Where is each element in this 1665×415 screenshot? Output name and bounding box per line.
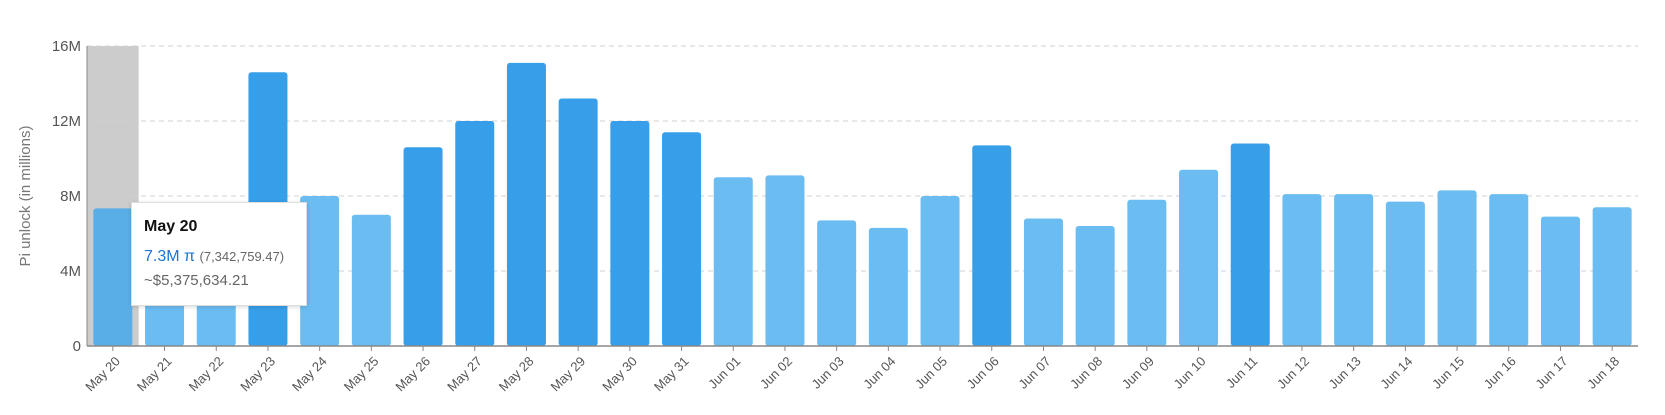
bar — [455, 121, 495, 346]
y-tick-label: 16M — [52, 38, 81, 55]
bar — [1385, 201, 1425, 346]
bar — [1075, 226, 1115, 346]
y-axis-title: Pi unlock (in millions) — [17, 126, 34, 267]
bar — [1592, 207, 1632, 346]
bar — [817, 220, 857, 346]
x-tick-label: May 23 — [237, 354, 278, 395]
bar — [93, 208, 133, 346]
bar — [351, 214, 391, 346]
x-tick-label: May 30 — [599, 354, 640, 395]
x-tick-label: Jun 08 — [1067, 354, 1105, 392]
bar — [1437, 190, 1477, 346]
y-tick-label: 0 — [73, 338, 81, 355]
tooltip-amount: 7.3M π — [144, 248, 196, 265]
x-tick-label: Jun 01 — [705, 354, 743, 392]
x-tick-label: Jun 17 — [1532, 354, 1570, 392]
x-tick-label: May 31 — [651, 354, 692, 395]
bar — [1230, 143, 1270, 346]
x-tick-label: May 21 — [134, 354, 175, 395]
tooltip-exact-amount: (7,342,759.47) — [199, 249, 285, 264]
bar — [1179, 169, 1219, 346]
bar — [300, 196, 340, 346]
bar — [765, 175, 805, 346]
x-tick-label: Jun 05 — [912, 354, 950, 392]
x-tick-label: Jun 15 — [1429, 354, 1467, 392]
x-tick-label: May 20 — [82, 354, 123, 395]
x-tick-label: Jun 18 — [1584, 354, 1622, 392]
bar — [868, 227, 908, 346]
x-tick-label: Jun 04 — [860, 354, 898, 392]
x-tick-label: May 22 — [186, 354, 227, 395]
y-tick-label: 8M — [60, 188, 81, 205]
x-tick-label: Jun 12 — [1274, 354, 1312, 392]
bar — [1540, 216, 1580, 346]
bar — [920, 196, 960, 346]
x-tick-label: Jun 14 — [1377, 354, 1415, 392]
x-tick-label: Jun 06 — [964, 354, 1002, 392]
x-tick-label: Jun 02 — [757, 354, 795, 392]
bar — [1489, 194, 1529, 346]
x-tick-label: Jun 13 — [1326, 354, 1364, 392]
x-tick-label: May 27 — [444, 354, 485, 395]
bar — [403, 147, 443, 346]
x-tick-label: Jun 10 — [1170, 354, 1208, 392]
x-tick-label: May 28 — [496, 354, 537, 395]
bar — [713, 177, 753, 346]
tooltip-usd-value: ~$5,375,634.21 — [144, 272, 249, 289]
x-tick-label: Jun 03 — [809, 354, 847, 392]
y-tick-label: 12M — [52, 113, 81, 130]
bar — [1282, 194, 1322, 346]
bar — [1127, 199, 1167, 346]
tooltip-date: May 20 — [144, 218, 198, 235]
bar — [972, 145, 1012, 346]
x-tick-label: Jun 09 — [1119, 354, 1157, 392]
chart-tooltip: May 20 7.3M π (7,342,759.47) ~$5,375,634… — [131, 202, 307, 306]
bar — [558, 98, 598, 346]
x-tick-label: Jun 07 — [1015, 354, 1053, 392]
x-tick-label: Jun 11 — [1223, 354, 1261, 392]
x-tick-label: May 29 — [548, 354, 589, 395]
x-tick-label: May 26 — [392, 354, 433, 395]
bar — [1023, 218, 1063, 346]
x-tick-label: Jun 16 — [1481, 354, 1519, 392]
bar — [1334, 194, 1374, 346]
x-tick-label: May 24 — [289, 354, 330, 395]
bar — [506, 62, 546, 346]
x-tick-label: May 25 — [341, 354, 382, 395]
y-tick-label: 4M — [60, 263, 81, 280]
bar — [662, 132, 702, 346]
tooltip-amount-line: 7.3M π (7,342,759.47) — [144, 247, 306, 267]
bar — [610, 121, 650, 346]
